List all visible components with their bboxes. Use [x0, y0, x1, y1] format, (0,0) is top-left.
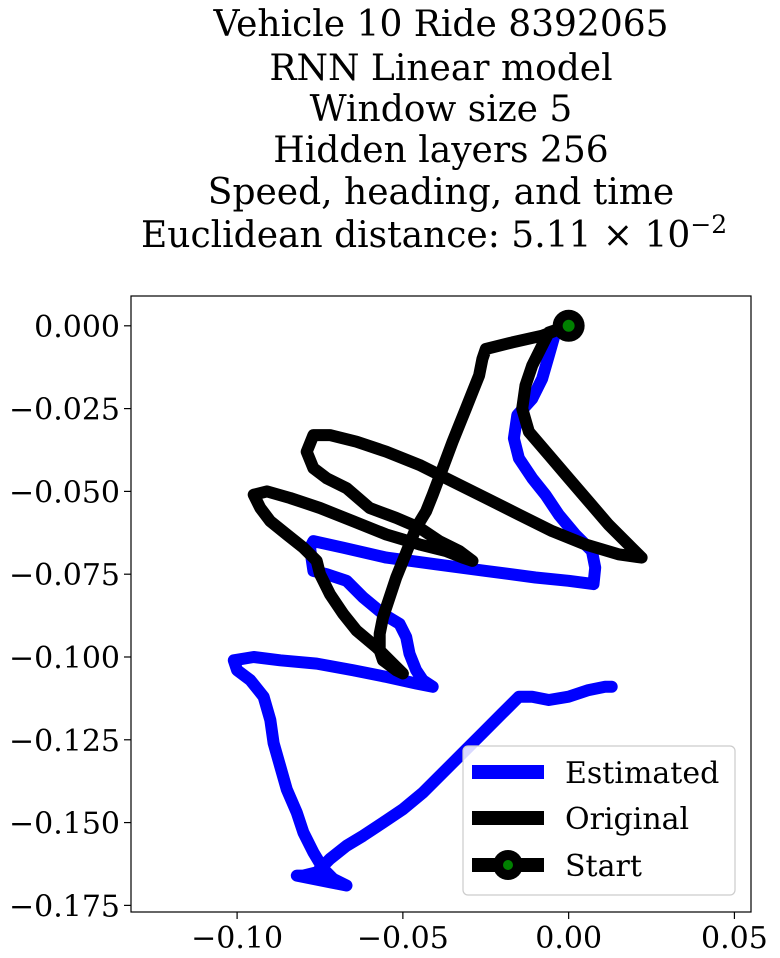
legend-label-start: Start: [565, 849, 642, 884]
y-tick-label: −0.075: [9, 558, 120, 593]
legend: Estimated Original Start: [462, 745, 736, 896]
y-tick-label: −0.175: [9, 889, 120, 924]
title-line-4: Hidden layers 256: [273, 130, 608, 171]
y-tick-label: −0.100: [9, 641, 120, 676]
start-layer: [552, 309, 585, 342]
y-axis: 0.000 −0.025 −0.050 −0.075 −0.100 −0.125 −0.15…: [9, 310, 131, 924]
legend-swatch-start-inner: [503, 860, 513, 870]
chart-title: Vehicle 10 Ride 8392065 RNN Linear model…: [141, 4, 727, 256]
y-tick-label: −0.125: [9, 724, 120, 759]
legend-label-original: Original: [565, 802, 689, 837]
series-layer: [227, 319, 648, 892]
x-tick-label: −0.05: [357, 921, 449, 956]
x-tick-label: −0.10: [191, 921, 283, 956]
x-tick-label: 0.05: [701, 921, 768, 956]
title-line-5: Speed, heading, and time: [208, 172, 674, 213]
y-tick-label: 0.000: [34, 310, 120, 345]
y-tick-label: −0.025: [9, 393, 120, 428]
plot-area: [130, 295, 752, 913]
title-line-2: RNN Linear model: [269, 48, 612, 89]
legend-label-estimated: Estimated: [565, 756, 719, 791]
title-distance-text: Euclidean distance: 5.11 × 10: [141, 215, 690, 256]
title-line-6: Euclidean distance: 5.11 × 10−2: [141, 210, 727, 256]
y-tick-label: −0.050: [9, 475, 120, 510]
start-marker-inner: [562, 319, 575, 332]
series-original-line: [247, 319, 648, 680]
title-line-3: Window size 5: [310, 89, 573, 130]
title-distance-exponent: −2: [690, 210, 727, 239]
x-axis: −0.10 −0.05 0.00 0.05: [191, 912, 768, 956]
legend-box: [462, 745, 736, 896]
y-tick-label: −0.150: [9, 807, 120, 842]
title-line-1: Vehicle 10 Ride 8392065: [212, 4, 668, 45]
x-tick-label: 0.00: [535, 921, 602, 956]
series-estimated-line: [227, 319, 618, 892]
